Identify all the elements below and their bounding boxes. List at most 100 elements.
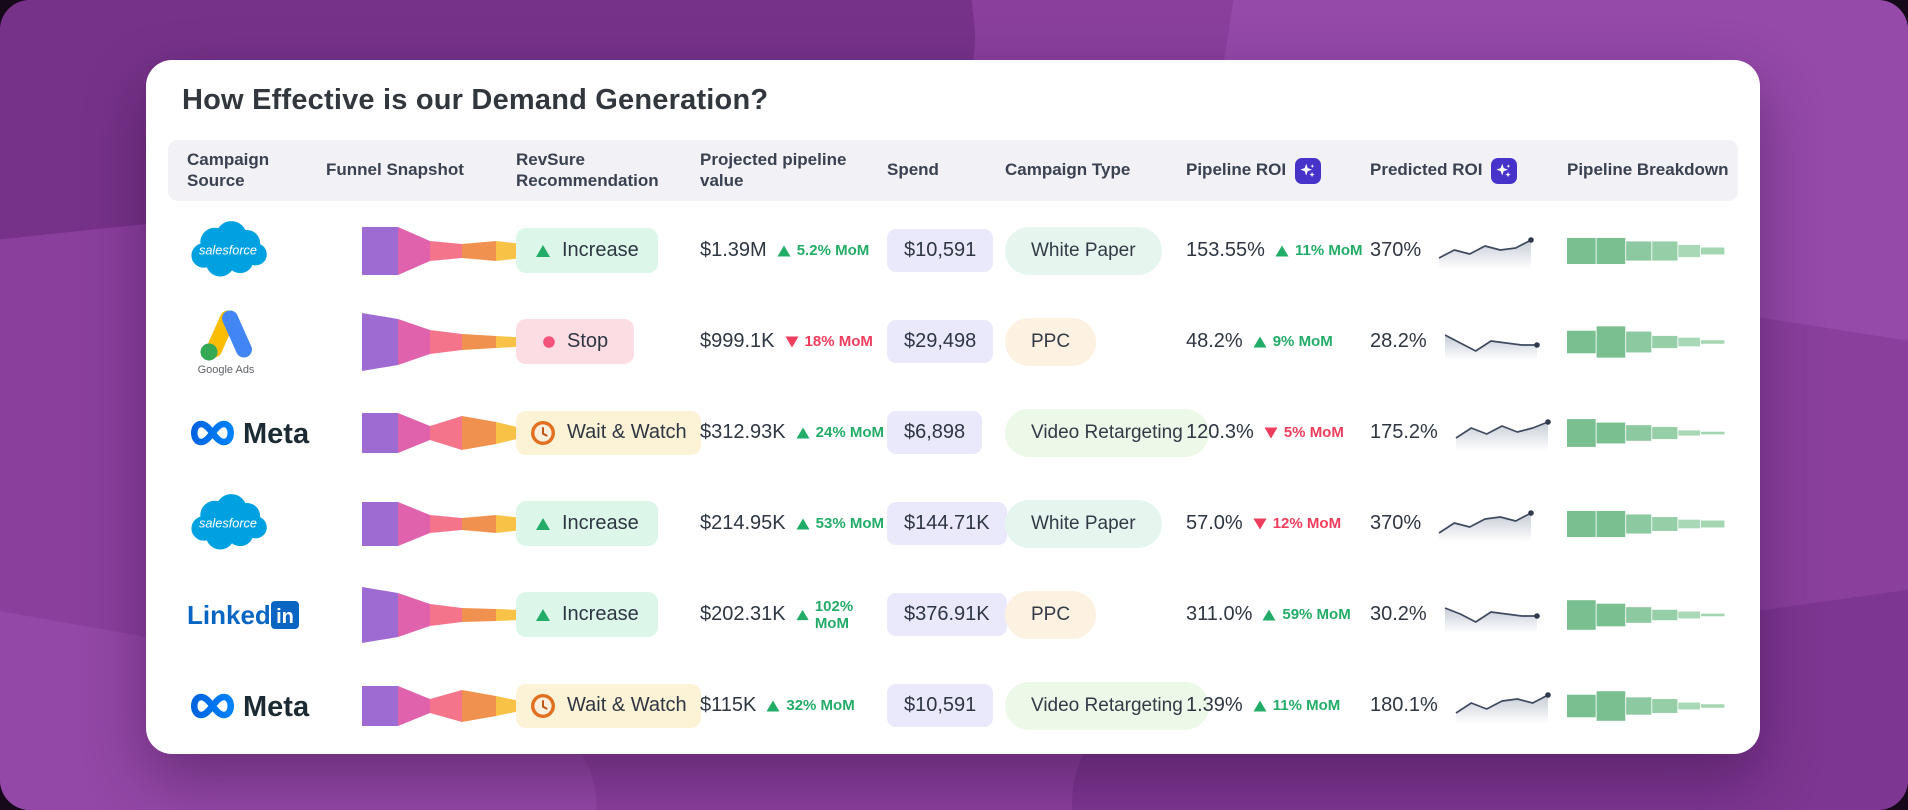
predicted-roi-value: 370% xyxy=(1370,239,1422,261)
col-spend[interactable]: Spend xyxy=(887,160,939,180)
spend-cell: $144.71K xyxy=(887,502,1007,545)
funnel-snapshot-chart xyxy=(326,312,532,372)
projected-value: $115K xyxy=(700,694,757,716)
table-header: Campaign Source Funnel Snapshot RevSure … xyxy=(168,140,1738,201)
projected-pipeline-cell: $1.39M 5.2% MoM xyxy=(700,239,887,262)
projected-delta: 53% MoM xyxy=(796,515,884,532)
spend-value: $376.91K xyxy=(887,593,1007,636)
recommendation-cell: Increase xyxy=(516,501,700,546)
pipeline-breakdown-chart xyxy=(1567,588,1727,642)
pipeline-breakdown-chart xyxy=(1567,406,1727,460)
predicted-roi-value: 28.2% xyxy=(1370,330,1427,352)
col-campaign-type[interactable]: Campaign Type xyxy=(1005,160,1131,180)
predicted-roi-cell: 175.2% xyxy=(1370,411,1567,455)
pipeline-breakdown-cell xyxy=(1567,224,1738,278)
svg-text:in: in xyxy=(276,606,294,628)
recommendation-icon xyxy=(535,517,551,531)
table-row[interactable]: salesforce Increase $214.95K 53% MoM $14… xyxy=(168,478,1738,569)
pipeline-roi-cell: 1.39% 11% MoM xyxy=(1186,694,1370,717)
recommendation-badge[interactable]: Increase xyxy=(516,501,658,546)
predicted-roi-cell: 180.1% xyxy=(1370,684,1567,728)
campaign-type-pill: Video Retargeting xyxy=(1005,408,1209,457)
table-row[interactable]: Meta Wait & Watch $115K 32% MoM $10,591 … xyxy=(168,660,1738,751)
col-projected-pipeline-value[interactable]: Projected pipeline value xyxy=(700,149,847,190)
clock-icon xyxy=(531,420,555,445)
meta-logo: Meta xyxy=(191,691,310,723)
pipeline-breakdown-chart xyxy=(1567,315,1727,369)
pipeline-breakdown-chart xyxy=(1567,497,1727,551)
svg-text:Linked: Linked xyxy=(187,600,271,630)
pipeline-breakdown-cell xyxy=(1567,406,1738,460)
pipeline-roi-value: 153.55% xyxy=(1186,239,1265,261)
col-pipeline-roi[interactable]: Pipeline ROI xyxy=(1186,157,1370,184)
recommendation-label: Wait & Watch xyxy=(567,421,687,443)
google-ads-logo: Google Ads xyxy=(198,309,255,376)
funnel-snapshot-chart xyxy=(326,403,532,463)
recommendation-badge[interactable]: Increase xyxy=(516,228,658,273)
projected-pipeline-cell: $312.93K 24% MoM xyxy=(700,421,887,444)
col-pipeline-breakdown[interactable]: Pipeline Breakdown xyxy=(1567,160,1729,180)
svg-text:Meta: Meta xyxy=(243,691,310,723)
recommendation-icon xyxy=(530,693,556,719)
recommendation-label: Stop xyxy=(567,330,609,352)
recommendation-icon xyxy=(535,608,551,622)
meta-logo: Meta xyxy=(191,418,310,450)
funnel-snapshot-chart xyxy=(326,676,532,736)
campaign-source-logo: Google Ads xyxy=(187,305,326,379)
recommendation-badge[interactable]: Stop xyxy=(516,319,635,364)
pipeline-roi-delta: 5% MoM xyxy=(1264,424,1344,441)
campaign-type-cell: White Paper xyxy=(1005,226,1186,275)
campaign-type-cell: Video Retargeting xyxy=(1005,681,1209,730)
pipeline-breakdown-cell xyxy=(1567,588,1738,642)
pipeline-roi-value: 311.0% xyxy=(1186,603,1253,625)
campaign-source-logo: Linked in xyxy=(187,597,326,633)
pipeline-breakdown-cell xyxy=(1567,315,1738,369)
pipeline-roi-cell: 153.55% 11% MoM xyxy=(1186,239,1370,262)
projected-pipeline-cell: $214.95K 53% MoM xyxy=(700,512,887,535)
spend-cell: $376.91K xyxy=(887,593,1007,636)
sparkline-chart xyxy=(1435,229,1539,273)
col-predicted-roi[interactable]: Predicted ROI xyxy=(1370,157,1567,184)
campaign-type-cell: White Paper xyxy=(1005,499,1186,548)
projected-pipeline-cell: $202.31K 102% MoM xyxy=(700,598,887,632)
sparkline-chart xyxy=(1452,684,1556,728)
table-row[interactable]: salesforce Increase $1.39M 5.2% MoM $10,… xyxy=(168,205,1738,296)
spend-cell: $29,498 xyxy=(887,320,1005,363)
projected-delta: 5.2% MoM xyxy=(777,242,869,259)
projected-value: $999.1K xyxy=(700,330,775,352)
table-row[interactable]: Linked in Increase $202.31K 102% MoM $376… xyxy=(168,569,1738,660)
stop-dot-icon xyxy=(543,335,555,348)
pipeline-breakdown-cell xyxy=(1567,497,1738,551)
sparkline-chart xyxy=(1452,411,1556,455)
pipeline-breakdown-chart xyxy=(1567,224,1727,278)
spend-value: $6,898 xyxy=(887,411,983,454)
predicted-roi-value: 175.2% xyxy=(1370,421,1438,443)
col-funnel-snapshot[interactable]: Funnel Snapshot xyxy=(326,160,464,180)
col-revsure-recommendation[interactable]: RevSure Recommendation xyxy=(516,149,659,190)
triangle-up-icon xyxy=(536,244,550,257)
recommendation-badge[interactable]: Increase xyxy=(516,592,658,637)
table-row[interactable]: Meta Wait & Watch $312.93K 24% MoM $6,89… xyxy=(168,387,1738,478)
projected-delta: 24% MoM xyxy=(796,424,884,441)
salesforce-logo: salesforce xyxy=(191,220,267,276)
campaign-type-pill: PPC xyxy=(1005,590,1097,639)
pipeline-roi-value: 1.39% xyxy=(1186,694,1243,716)
pipeline-roi-delta: 59% MoM xyxy=(1262,606,1351,623)
funnel-snapshot-chart xyxy=(326,221,532,281)
projected-delta: 32% MoM xyxy=(766,697,855,714)
pipeline-roi-cell: 48.2% 9% MoM xyxy=(1186,330,1370,353)
recommendation-label: Wait & Watch xyxy=(567,694,687,716)
projected-value: $1.39M xyxy=(700,239,767,261)
table-row[interactable]: Google Ads Stop $999.1K 18% MoM $29,498 … xyxy=(168,296,1738,387)
predicted-roi-cell: 30.2% xyxy=(1370,593,1567,637)
campaign-type-pill: White Paper xyxy=(1005,226,1162,275)
pipeline-roi-value: 57.0% xyxy=(1186,512,1243,534)
recommendation-badge[interactable]: Wait & Watch xyxy=(516,683,701,728)
sparkline-chart xyxy=(1441,320,1545,364)
recommendation-badge[interactable]: Wait & Watch xyxy=(516,410,701,455)
sparkline-chart xyxy=(1441,593,1545,637)
pipeline-roi-cell: 57.0% 12% MoM xyxy=(1186,512,1370,535)
recommendation-cell: Stop xyxy=(516,319,700,364)
col-campaign-source[interactable]: Campaign Source xyxy=(187,149,270,190)
